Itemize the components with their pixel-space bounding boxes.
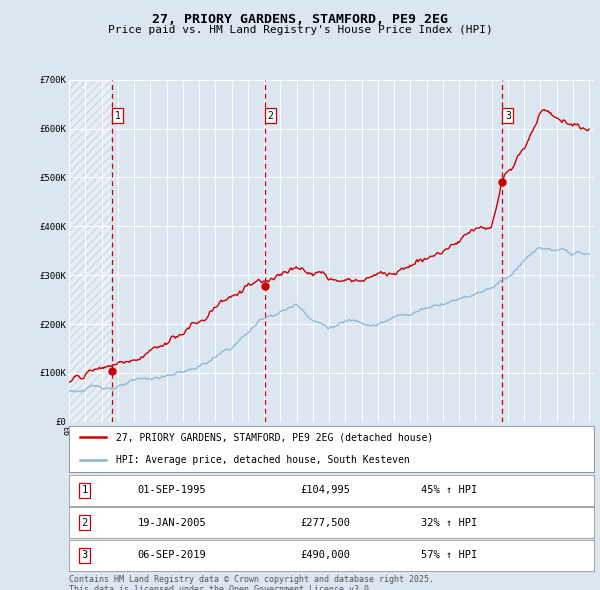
Text: 06-SEP-2019: 06-SEP-2019 — [137, 550, 206, 560]
Text: £104,995: £104,995 — [300, 486, 350, 495]
Text: 1: 1 — [115, 110, 121, 120]
Text: Contains HM Land Registry data © Crown copyright and database right 2025.
This d: Contains HM Land Registry data © Crown c… — [69, 575, 434, 590]
Text: 19-JAN-2005: 19-JAN-2005 — [137, 518, 206, 527]
Text: 27, PRIORY GARDENS, STAMFORD, PE9 2EG (detached house): 27, PRIORY GARDENS, STAMFORD, PE9 2EG (d… — [116, 433, 433, 443]
Text: £277,500: £277,500 — [300, 518, 350, 527]
Text: 3: 3 — [82, 550, 88, 560]
Text: 45% ↑ HPI: 45% ↑ HPI — [421, 486, 477, 495]
Text: 01-SEP-1995: 01-SEP-1995 — [137, 486, 206, 495]
Text: 57% ↑ HPI: 57% ↑ HPI — [421, 550, 477, 560]
Text: HPI: Average price, detached house, South Kesteven: HPI: Average price, detached house, Sout… — [116, 455, 410, 466]
Text: Price paid vs. HM Land Registry's House Price Index (HPI): Price paid vs. HM Land Registry's House … — [107, 25, 493, 35]
Text: 32% ↑ HPI: 32% ↑ HPI — [421, 518, 477, 527]
Text: 2: 2 — [267, 110, 273, 120]
Text: 27, PRIORY GARDENS, STAMFORD, PE9 2EG: 27, PRIORY GARDENS, STAMFORD, PE9 2EG — [152, 13, 448, 26]
Text: £490,000: £490,000 — [300, 550, 350, 560]
Text: 3: 3 — [505, 110, 511, 120]
Text: 2: 2 — [82, 518, 88, 527]
Bar — [69, 80, 112, 422]
Text: 1: 1 — [82, 486, 88, 495]
